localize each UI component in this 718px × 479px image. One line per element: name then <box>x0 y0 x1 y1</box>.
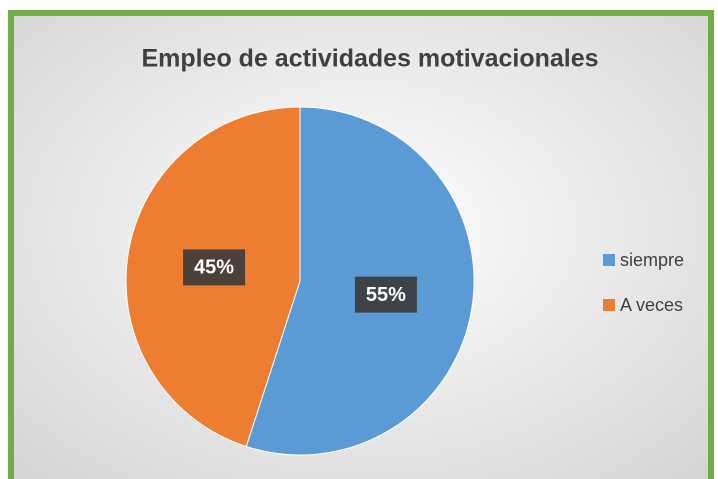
legend-swatch <box>603 254 615 266</box>
data-label-box <box>354 276 417 313</box>
chart-title: Empleo de actividades motivacionales <box>141 45 598 73</box>
data-label: 55% <box>366 284 406 306</box>
data-label: 45% <box>194 257 234 279</box>
legend-label: A veces <box>620 295 683 315</box>
legend-label: siempre <box>620 250 684 270</box>
data-label-box <box>183 249 246 286</box>
legend-swatch <box>603 299 615 311</box>
